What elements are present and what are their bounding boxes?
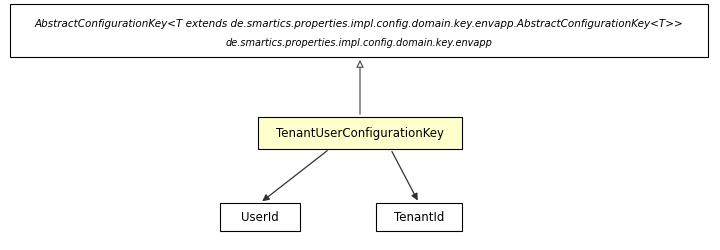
Bar: [376, 203, 462, 231]
Bar: [10, 5, 708, 58]
Text: UserId: UserId: [241, 211, 279, 224]
Text: TenantUserConfigurationKey: TenantUserConfigurationKey: [276, 127, 444, 140]
Text: TenantId: TenantId: [394, 211, 444, 224]
Bar: [258, 118, 462, 150]
Text: AbstractConfigurationKey<T extends de.smartics.properties.impl.config.domain.key: AbstractConfigurationKey<T extends de.sm…: [35, 18, 683, 28]
Text: de.smartics.properties.impl.config.domain.key.envapp: de.smartics.properties.impl.config.domai…: [225, 38, 492, 48]
Bar: [220, 203, 300, 231]
